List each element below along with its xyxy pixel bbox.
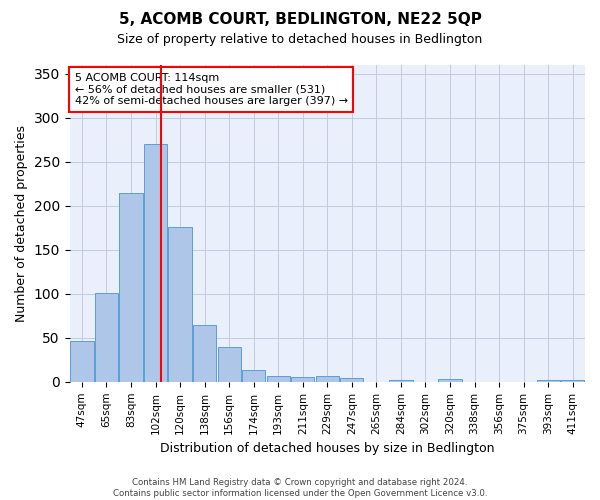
Bar [193, 324, 216, 382]
Bar [439, 379, 461, 382]
Bar [218, 346, 241, 382]
Text: 5 ACOMB COURT: 114sqm
← 56% of detached houses are smaller (531)
42% of semi-det: 5 ACOMB COURT: 114sqm ← 56% of detached … [75, 73, 348, 106]
Bar [70, 342, 94, 382]
Bar [291, 376, 314, 382]
Y-axis label: Number of detached properties: Number of detached properties [15, 125, 28, 322]
Bar [266, 376, 290, 382]
Bar [316, 376, 339, 382]
Bar [536, 380, 560, 382]
Bar [340, 378, 364, 382]
Bar [144, 144, 167, 382]
Bar [169, 227, 191, 382]
Bar [95, 293, 118, 382]
Bar [119, 192, 143, 382]
Bar [561, 380, 584, 382]
Bar [389, 380, 413, 382]
Text: Contains HM Land Registry data © Crown copyright and database right 2024.
Contai: Contains HM Land Registry data © Crown c… [113, 478, 487, 498]
Text: 5, ACOMB COURT, BEDLINGTON, NE22 5QP: 5, ACOMB COURT, BEDLINGTON, NE22 5QP [119, 12, 481, 28]
X-axis label: Distribution of detached houses by size in Bedlington: Distribution of detached houses by size … [160, 442, 494, 455]
Bar [242, 370, 265, 382]
Text: Size of property relative to detached houses in Bedlington: Size of property relative to detached ho… [118, 32, 482, 46]
